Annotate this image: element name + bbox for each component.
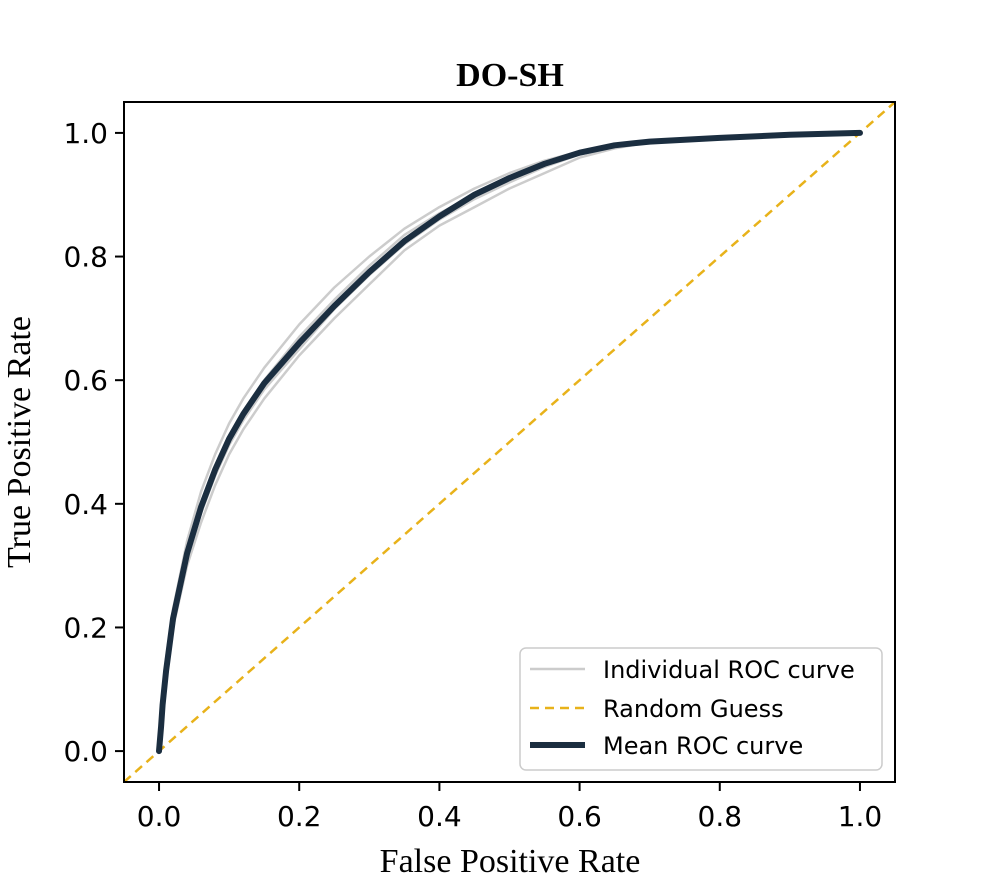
y-axis-ticks: 0.0 0.2 0.4 0.6 0.8 1.0 xyxy=(63,117,124,768)
y-axis-label: True Positive Rate xyxy=(1,316,38,568)
plot-frame xyxy=(123,101,896,783)
x-axis-label: False Positive Rate xyxy=(380,843,641,880)
x-tick-label: 0.2 xyxy=(277,800,322,833)
x-tick-label: 0.0 xyxy=(137,800,182,833)
legend-label-individual: Individual ROC curve xyxy=(603,656,855,684)
chart-title: DO-SH xyxy=(456,57,564,94)
random-guess-line xyxy=(124,102,895,782)
legend-box xyxy=(519,647,883,771)
x-tick-label: 0.6 xyxy=(557,800,602,833)
y-tick-label: 1.0 xyxy=(63,117,108,150)
legend: Individual ROC curve Random Guess Mean R… xyxy=(519,647,883,771)
mean-roc-curve xyxy=(156,129,863,755)
y-tick-label: 0.0 xyxy=(63,735,108,768)
x-tick-label: 0.4 xyxy=(417,800,462,833)
y-tick-label: 0.6 xyxy=(63,364,108,397)
x-tick-label: 1.0 xyxy=(838,800,883,833)
legend-label-random: Random Guess xyxy=(603,695,784,723)
y-tick-label: 0.4 xyxy=(63,488,108,521)
y-tick-label: 0.8 xyxy=(63,241,108,274)
plot-area xyxy=(124,102,895,782)
x-tick-label: 0.8 xyxy=(698,800,743,833)
legend-label-mean: Mean ROC curve xyxy=(603,732,803,760)
y-tick-label: 0.2 xyxy=(63,611,108,644)
x-axis-ticks: 0.0 0.2 0.4 0.6 0.8 1.0 xyxy=(137,782,882,833)
